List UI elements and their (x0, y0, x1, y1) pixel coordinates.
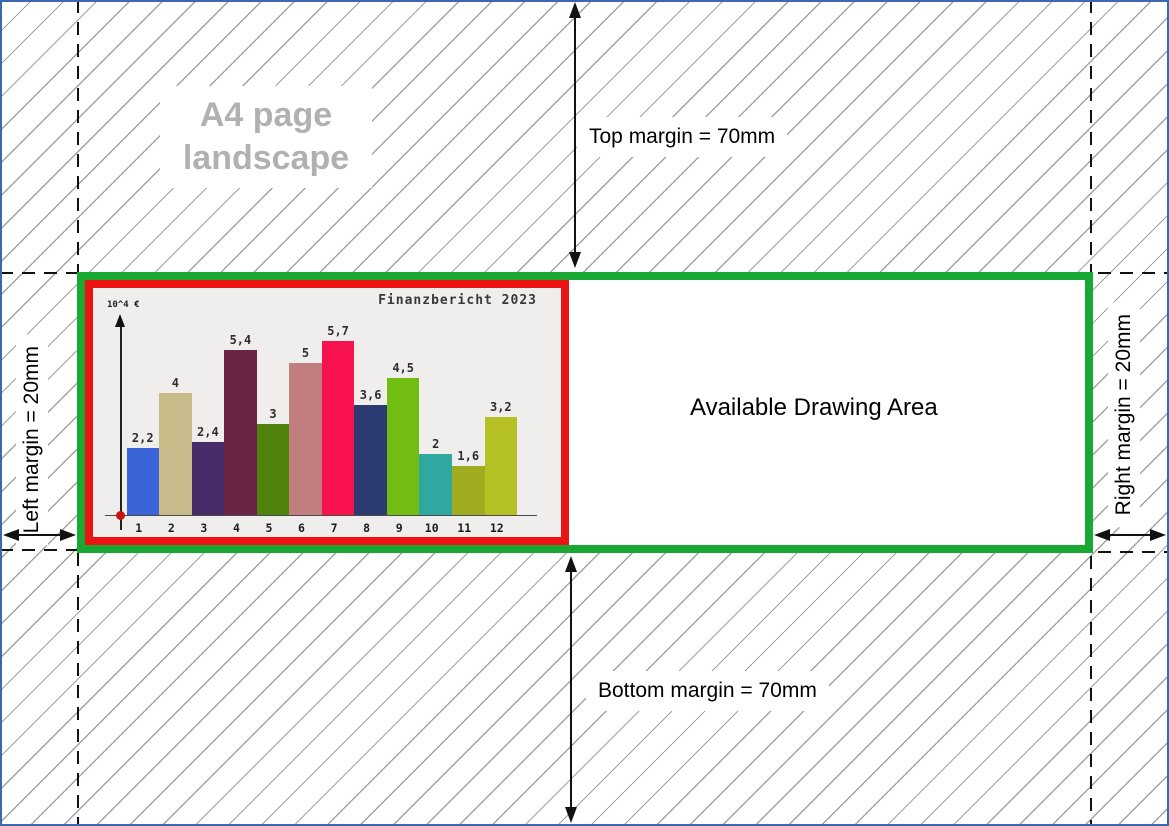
bar-value-label: 1,6 (457, 449, 480, 464)
chart-title: Finanzbericht 2023 (378, 293, 537, 308)
bottom-edge-dashed-line-right (1098, 551, 1169, 553)
left-margin-arrow (3, 528, 76, 542)
chart-bar (126, 447, 160, 515)
arrow-head-down-icon (564, 807, 577, 823)
bottom-margin-label: Bottom margin = 70mm (586, 671, 829, 711)
bar-category-label: 11 (457, 521, 472, 535)
chart-bar (354, 405, 387, 515)
left-margin-dashed-line-bottom (77, 553, 79, 826)
arrow-head-up-icon (564, 556, 577, 572)
arrow-line (574, 14, 576, 256)
bar-category-label: 6 (298, 521, 305, 535)
bar-category-label: 12 (489, 521, 504, 535)
bar-value-label: 4,5 (392, 360, 415, 375)
top-margin-label: Top margin = 70mm (577, 117, 788, 157)
right-margin-dashed-line-top (1090, 0, 1092, 272)
bar-category-label: 1 (135, 521, 143, 535)
chart-bar (224, 350, 257, 515)
right-margin-dashed-line-bottom (1090, 556, 1092, 826)
chart-bar (191, 441, 225, 515)
bar-value-label: 2,4 (197, 424, 219, 439)
bar-value-label: 4 (171, 376, 179, 390)
bar-category-label: 9 (395, 521, 403, 535)
chart-bar (321, 341, 355, 515)
arrow-head-up-icon (568, 2, 581, 18)
bar-value-label: 2,2 (131, 430, 154, 445)
available-drawing-area-label: Available Drawing Area (690, 394, 938, 421)
arrow-head-left-icon (1094, 528, 1110, 541)
bar-value-label: 3,6 (359, 388, 382, 403)
chart-y-axis-label: 10^4 € (107, 300, 140, 310)
bar-value-label: 3,2 (489, 400, 512, 415)
origin-dot (116, 511, 125, 520)
bar-category-label: 2 (167, 521, 175, 535)
chart-bar (452, 466, 485, 515)
bar-category-label: 5 (265, 521, 273, 535)
arrow-head-right-icon (60, 528, 76, 541)
left-margin-dashed-line-top (77, 0, 79, 272)
left-margin-label: Left margin = 20mm (16, 334, 48, 546)
arrow-head-left-icon (3, 528, 19, 541)
bar-value-label: 3 (269, 406, 277, 421)
top-edge-dashed-line-left (0, 272, 77, 274)
bar-category-label: 8 (363, 521, 371, 535)
arrow-line (570, 568, 572, 811)
top-margin-arrow (568, 2, 582, 268)
bar-value-label: 5,4 (229, 333, 252, 348)
bar-value-label: 5 (301, 345, 310, 360)
top-edge-dashed-line-right (1098, 272, 1169, 274)
chart-bar (159, 393, 192, 515)
y-axis-line (120, 324, 122, 530)
bottom-edge-dashed-line-left (0, 549, 77, 551)
x-axis-line (105, 515, 537, 517)
bar-value-label: 5,7 (327, 324, 349, 339)
bar-category-label: 3 (200, 521, 208, 535)
right-margin-label: Right margin = 20mm (1108, 302, 1140, 528)
arrow-line (15, 534, 64, 536)
bar-category-label: 10 (424, 521, 439, 535)
bar-value-label: 2 (432, 437, 440, 451)
chart-bar (386, 377, 420, 515)
a4-page-landscape-label: A4 page landscape (160, 86, 372, 188)
a4-page-landscape-line1: A4 page (199, 96, 333, 134)
finanzbericht-bar-chart: Finanzbericht 2023 10^4 € 2,2 1 4 2 2,4 3 5,4 4… (93, 288, 561, 537)
y-axis-arrow-head-icon (115, 314, 125, 327)
bottom-margin-arrow (564, 556, 578, 823)
arrow-head-right-icon (1150, 528, 1166, 541)
chart-bar (256, 423, 290, 515)
bar-category-label: 7 (330, 521, 338, 535)
a4-page-landscape-line2: landscape (182, 139, 350, 177)
arrow-head-down-icon (568, 252, 581, 268)
chart-bar (289, 362, 322, 515)
chart-bar (419, 454, 452, 515)
right-margin-arrow (1094, 528, 1166, 542)
arrow-line (1106, 534, 1154, 536)
bar-category-label: 4 (232, 521, 240, 535)
chart-bar (484, 417, 518, 515)
